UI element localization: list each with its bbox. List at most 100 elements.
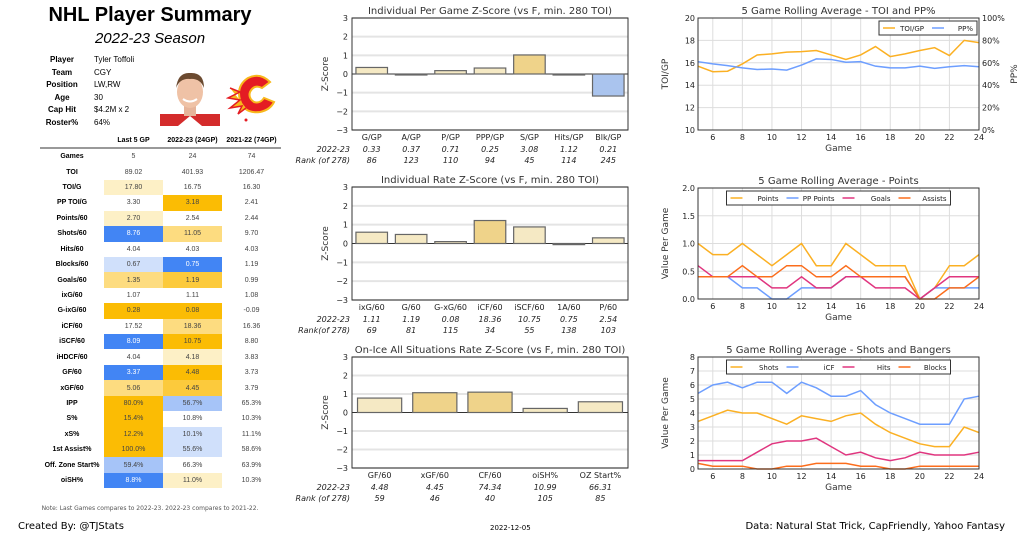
row-label: 1st Assist% <box>52 446 92 454</box>
y-axis-label: Z-Score <box>321 395 331 430</box>
x-tick-label: 16 <box>856 302 866 311</box>
stat-value: 10.75 <box>518 315 541 324</box>
table-cell: 80.0% <box>104 395 163 412</box>
info-label: Age <box>54 92 70 102</box>
rank-value: 123 <box>404 156 419 165</box>
row-label: S% <box>66 415 78 423</box>
row-label: Off. Zone Start% <box>44 461 100 469</box>
y-tick-label: 8 <box>690 353 695 362</box>
table-cell: 1.19 <box>244 261 259 269</box>
bar <box>513 226 546 245</box>
row-label: Blocks/60 <box>55 261 89 269</box>
y-tick-label: 1 <box>343 390 348 399</box>
legend-label: TOI/GP <box>899 25 924 33</box>
table-cell: 1.19 <box>163 272 222 288</box>
x-tick-label: Hits/GP <box>554 133 583 142</box>
legend-label: Assists <box>922 195 946 203</box>
legend-label: PP% <box>958 25 973 33</box>
table-note: Note: Last Games compares to 2022-23. 20… <box>41 505 259 512</box>
info-label: Team <box>51 67 73 77</box>
row-label: Rank(of 278) <box>298 326 350 335</box>
rank-value: 85 <box>595 494 605 503</box>
table-row: ixG/60 1.07 1.11 1.08 <box>40 288 281 303</box>
table-row: Shots/60 8.76 11.05 9.70 <box>40 226 281 242</box>
bar <box>552 242 586 246</box>
table-cell: 8.80 <box>244 338 259 346</box>
table-row: oiSH% 8.8% 11.0% 10.3% <box>40 472 281 489</box>
table-row: S% 15.4% 10.8% 10.3% <box>40 411 281 427</box>
legend-label: Points <box>757 195 778 203</box>
table-cell: 63.9% <box>241 461 262 469</box>
x-tick-label: 12 <box>796 472 806 481</box>
row-label: Games <box>60 153 84 161</box>
table-cell: 11.05 <box>163 226 222 242</box>
x-tick-label: G-xG/60 <box>434 303 467 312</box>
bar <box>591 237 625 245</box>
row-label: GF/60 <box>62 369 82 377</box>
table-cell: 1.08 <box>244 292 259 299</box>
stat-value: 3.08 <box>521 145 539 154</box>
y-tick-label: 1.0 <box>682 240 695 249</box>
table-row: IPP 80.0% 56.7% 65.3% <box>40 395 281 412</box>
table-cell: 1206.47 <box>238 168 265 176</box>
y-tick-label: 1.5 <box>682 212 695 221</box>
x-tick-label: 18 <box>885 302 895 311</box>
y-tick-label: 0 <box>343 240 348 249</box>
bar <box>434 70 467 75</box>
table-row: xS% 12.2% 10.1% 11.1% <box>40 426 281 443</box>
rank-value: 55 <box>524 326 534 335</box>
y-axis-label: Value Per Game <box>661 207 671 279</box>
table-cell: 3.79 <box>244 384 259 392</box>
x-tick-label: xGF/60 <box>421 471 449 480</box>
legend-box <box>726 359 951 375</box>
column-header: 2022-23 (24GP) <box>167 136 218 144</box>
stat-value: 0.08 <box>442 315 460 324</box>
row-label: xS% <box>64 430 80 438</box>
row-label: iHDCF/60 <box>56 353 88 361</box>
row-label: xGF/60 <box>60 384 84 392</box>
x-tick-label: 18 <box>885 133 895 142</box>
table-row: iHDCF/60 4.04 4.18 3.83 <box>40 349 281 365</box>
legend: Shots iCF Hits Blocks <box>726 359 951 375</box>
chart-title: 5 Game Rolling Average - TOI and PP% <box>742 6 936 17</box>
column-header: 2021-22 (74GP) <box>226 136 277 144</box>
info-row: Team CGY <box>30 67 112 80</box>
row-label: Rank (of 278) <box>296 156 350 165</box>
rank-value: 94 <box>485 156 495 165</box>
x-tick-label: 16 <box>856 472 866 481</box>
table-cell: 56.7% <box>163 395 222 412</box>
table-cell: 10.3% <box>241 415 262 423</box>
y-tick-label: 0 <box>343 70 348 79</box>
stat-value: 2.54 <box>599 315 617 324</box>
x-tick-label: 24 <box>974 302 984 311</box>
x-tick-label: 20 <box>915 302 925 311</box>
y2-tick-label: 0% <box>982 126 995 135</box>
y-tick-label: 0 <box>690 465 695 474</box>
rank-value: 69 <box>367 326 377 335</box>
table-row: TOI 89.02 401.93 1206.47 <box>40 164 281 179</box>
table-row: xGF/60 5.06 4.45 3.79 <box>40 380 281 396</box>
table-cell: 3.30 <box>126 199 141 207</box>
y-tick-label: 0.0 <box>682 295 695 304</box>
table-row: Games 5 24 74 <box>40 148 281 164</box>
info-value: LW,RW <box>94 80 121 90</box>
y-tick-label: 18 <box>685 36 695 45</box>
legend-label: Shots <box>759 364 779 372</box>
plot-frame <box>351 186 629 301</box>
info-row: Player Tyler Toffoli <box>30 55 134 67</box>
y-tick-label: 6 <box>690 381 695 390</box>
x-tick-label: 14 <box>826 302 836 311</box>
legend-box <box>726 190 951 206</box>
table-cell: 65.3% <box>241 399 262 407</box>
table-cell: 15.4% <box>104 411 163 427</box>
y-tick-label: 2 <box>690 437 695 446</box>
table-row: Points/60 2.70 2.54 2.44 <box>40 210 281 227</box>
bar <box>355 66 389 75</box>
x-tick-label: CF/60 <box>478 471 501 480</box>
table-cell: 55.6% <box>163 442 222 458</box>
x-tick-label: 12 <box>796 133 806 142</box>
plot-frame <box>351 356 629 469</box>
x-tick-label: 20 <box>915 472 925 481</box>
